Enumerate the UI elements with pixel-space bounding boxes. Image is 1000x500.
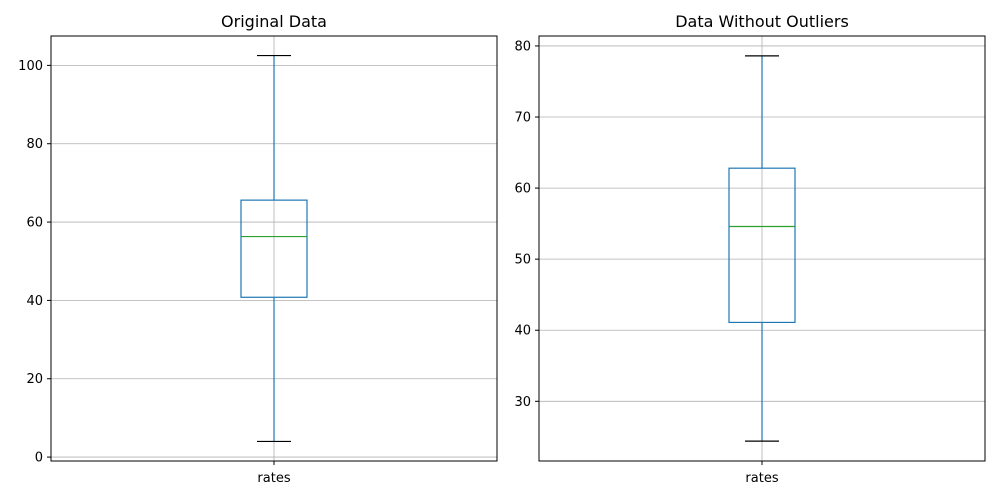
chart-panel-original: 0 20 40 60 80 100 Original Data rates <box>18 12 498 486</box>
x-tick-label: rates <box>745 471 778 486</box>
y-tick-label: 40 <box>514 324 531 339</box>
y-tick-label: 40 <box>26 294 43 309</box>
y-tick-label: 60 <box>26 216 43 231</box>
y-tick-label: 50 <box>514 253 531 268</box>
y-tick-label: 20 <box>26 372 43 387</box>
y-tick-label: 80 <box>514 39 531 54</box>
box-plot-group <box>240 54 308 443</box>
box-plot-group <box>728 55 796 442</box>
chart-panel-without-outliers: 30 40 50 60 70 80 Data Without Outliers rates <box>514 12 986 486</box>
y-axis: 30 40 50 60 70 80 <box>514 39 763 465</box>
chart-title: Original Data <box>221 12 327 31</box>
y-tick-label: 100 <box>18 59 43 74</box>
y-tick-label: 0 <box>35 451 43 466</box>
chart-title: Data Without Outliers <box>675 12 849 31</box>
iqr-box <box>240 199 308 298</box>
y-axis: 0 20 40 60 80 100 <box>18 59 275 466</box>
y-tick-label: 70 <box>514 111 531 126</box>
iqr-box <box>728 167 796 324</box>
y-tick-label: 60 <box>514 182 531 197</box>
y-tick-label: 30 <box>514 395 531 410</box>
y-tick-label: 80 <box>26 137 43 152</box>
x-tick-label: rates <box>257 471 290 486</box>
